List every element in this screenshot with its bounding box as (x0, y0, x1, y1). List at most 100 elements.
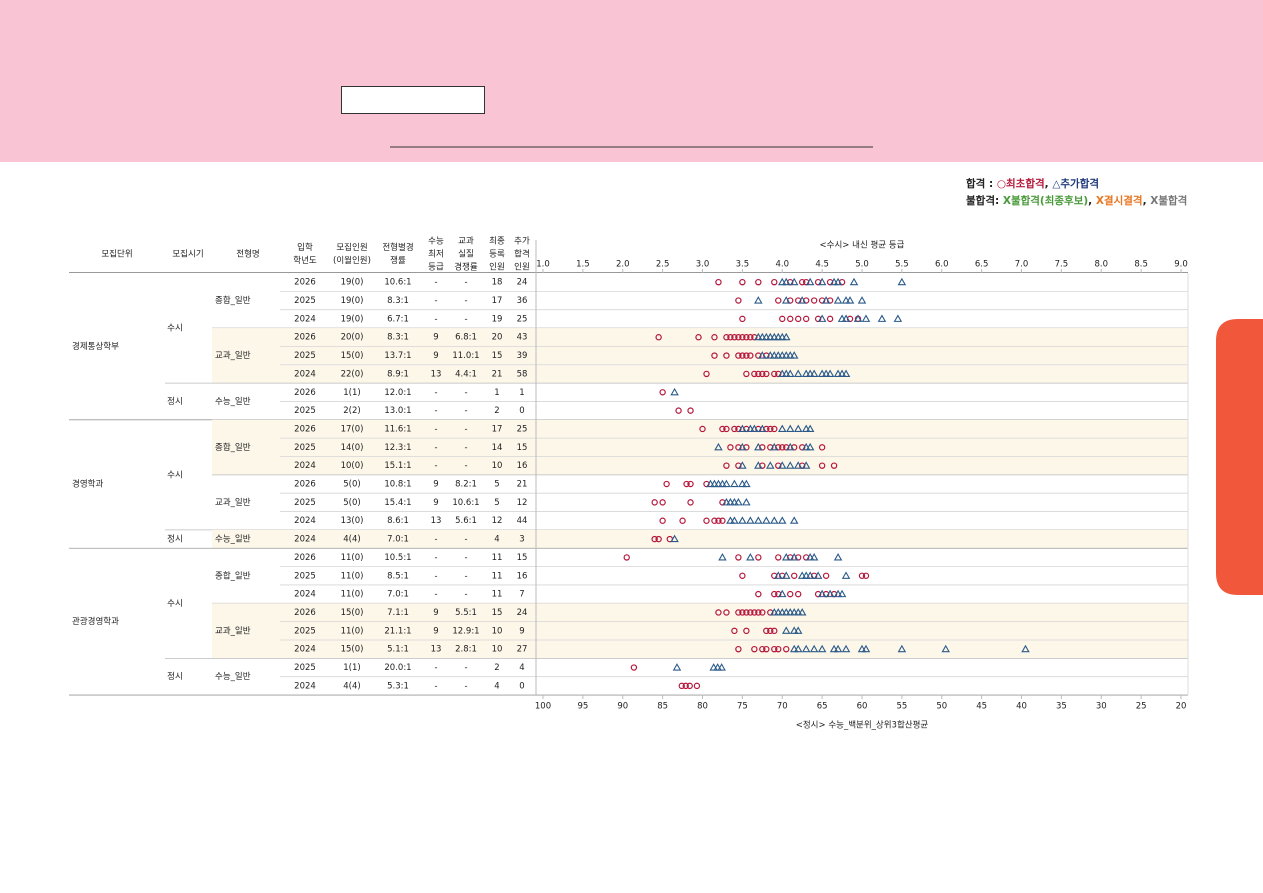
legend-item: X불합격 (1150, 194, 1187, 207)
extra-pass-mark (805, 369, 815, 377)
cell: 5 (494, 498, 499, 508)
x-tick-label: 3.0 (696, 260, 710, 270)
cell: 6.7:1 (387, 314, 409, 324)
cell: 2 (494, 406, 499, 416)
extra-pass-mark (758, 351, 767, 359)
cell: - (464, 296, 467, 306)
extra-pass-mark (781, 369, 791, 377)
first-pass-mark (723, 462, 730, 469)
cell: 5(0) (343, 498, 360, 508)
x-tick-label: 1.5 (576, 260, 590, 270)
extra-pass-mark (817, 314, 827, 322)
first-pass-mark (651, 535, 658, 543)
cell: 4(4) (343, 535, 360, 545)
cell: 15 (517, 553, 528, 563)
extra-pass-mark (713, 663, 722, 671)
first-pass-mark (699, 425, 706, 433)
extra-pass-mark (774, 351, 783, 359)
cell: 11 (492, 553, 503, 563)
cell: 2024 (294, 681, 316, 691)
first-pass-mark (759, 370, 766, 378)
extra-pass-mark (805, 424, 815, 433)
extra-pass-mark (809, 553, 819, 561)
cell: 2024 (294, 590, 316, 600)
cell: 22(0) (341, 369, 364, 379)
extra-pass-mark (746, 516, 755, 524)
column-header: 전형별경 (382, 242, 413, 253)
header-band (0, 0, 1263, 162)
extra-pass-mark (718, 553, 727, 561)
first-pass-mark (771, 278, 778, 286)
cell: 4 (494, 681, 499, 691)
extra-pass-mark (785, 351, 795, 359)
column-header: 등록 (489, 250, 505, 260)
first-pass-mark (655, 334, 662, 341)
first-pass-mark (771, 645, 778, 653)
x-tick-label: 70 (777, 702, 788, 712)
cell: 9 (433, 626, 438, 636)
period-name: 정시 (167, 534, 183, 545)
unit-name: 경영학과 (72, 479, 103, 490)
extra-pass-mark (754, 442, 763, 451)
first-pass-mark (747, 609, 754, 616)
extra-pass-mark (778, 608, 787, 616)
x-tick-label: 7.0 (1015, 260, 1029, 270)
first-pass-mark (743, 352, 750, 359)
period-name: 수시 (167, 599, 183, 609)
cell: 1 (519, 388, 524, 398)
period-name: 수시 (167, 470, 183, 480)
cell: 18 (492, 278, 503, 288)
first-pass-mark (630, 664, 638, 671)
first-pass-mark (771, 370, 778, 378)
unit-name: 관광경영학과 (72, 616, 119, 627)
track-name: 종합_일반 (215, 570, 251, 581)
x-tick-label: 100 (535, 702, 551, 712)
track-name: 교과_일반 (215, 350, 251, 361)
cell: 10 (492, 461, 503, 471)
header-box (341, 86, 485, 114)
cell: 2026 (294, 553, 316, 563)
first-pass-mark (735, 645, 742, 653)
cell: - (434, 388, 437, 398)
first-pass-mark (822, 572, 830, 579)
first-pass-mark (719, 517, 726, 524)
cell: 19 (492, 314, 503, 324)
cell: 8.3:1 (387, 296, 409, 306)
extra-pass-mark (754, 461, 763, 469)
cell: 12 (492, 516, 503, 526)
extra-pass-mark (805, 553, 815, 561)
period-name: 정시 (167, 396, 183, 407)
extra-pass-mark (853, 314, 863, 322)
side-tab[interactable] (1216, 319, 1263, 595)
extra-pass-mark (857, 296, 867, 304)
extra-pass-mark (817, 277, 827, 286)
track-name: 수능_일반 (215, 396, 251, 407)
x-tick-label: 5.5 (895, 260, 909, 270)
cell: 2026 (294, 480, 316, 490)
extra-pass-mark (781, 553, 791, 561)
extra-pass-mark (774, 332, 783, 341)
extra-pass-mark (770, 608, 779, 616)
axis-title: <정시> 수능_백분위_상위3합산평균 (796, 720, 929, 731)
extra-pass-mark (797, 608, 807, 616)
extra-pass-mark (781, 296, 791, 304)
cell: 7.1:1 (387, 608, 409, 618)
cell: 9 (433, 608, 438, 618)
cell: 9 (433, 480, 438, 490)
legend-sep: , (1045, 178, 1053, 190)
extra-pass-mark (754, 332, 763, 341)
first-pass-mark (763, 370, 770, 378)
extra-pass-mark (821, 296, 831, 304)
extra-pass-mark (742, 497, 751, 506)
extra-pass-mark (730, 479, 739, 488)
x-tick-label: 60 (857, 702, 868, 712)
first-pass-mark (723, 609, 730, 616)
extra-pass-mark (841, 296, 851, 304)
cell: 2026 (294, 608, 316, 618)
extra-pass-mark (789, 277, 799, 286)
x-tick-label: 35 (1056, 702, 1067, 712)
cell: - (464, 461, 467, 471)
cell: 5.3:1 (387, 681, 409, 691)
first-pass-mark (771, 627, 778, 635)
